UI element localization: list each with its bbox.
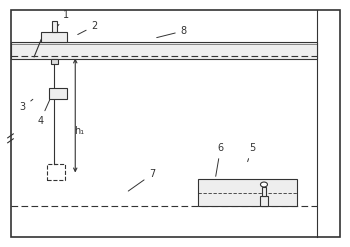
Text: 7: 7 [128, 169, 155, 191]
Bar [51, 59, 58, 64]
Text: 3: 3 [20, 99, 33, 112]
Text: 8: 8 [157, 26, 187, 38]
Bar [10, 42, 317, 59]
Text: 4: 4 [37, 100, 50, 126]
Bar [52, 21, 57, 32]
Bar [49, 88, 66, 99]
Bar [198, 179, 298, 206]
Text: h₁: h₁ [74, 126, 84, 136]
Text: 6: 6 [216, 143, 224, 176]
Bar [47, 164, 65, 180]
Circle shape [260, 182, 267, 187]
Text: 1: 1 [58, 10, 70, 26]
Text: 5: 5 [247, 143, 255, 162]
Text: 2: 2 [78, 21, 98, 35]
Bar [262, 187, 266, 196]
Bar [260, 196, 268, 206]
Bar [41, 32, 67, 42]
